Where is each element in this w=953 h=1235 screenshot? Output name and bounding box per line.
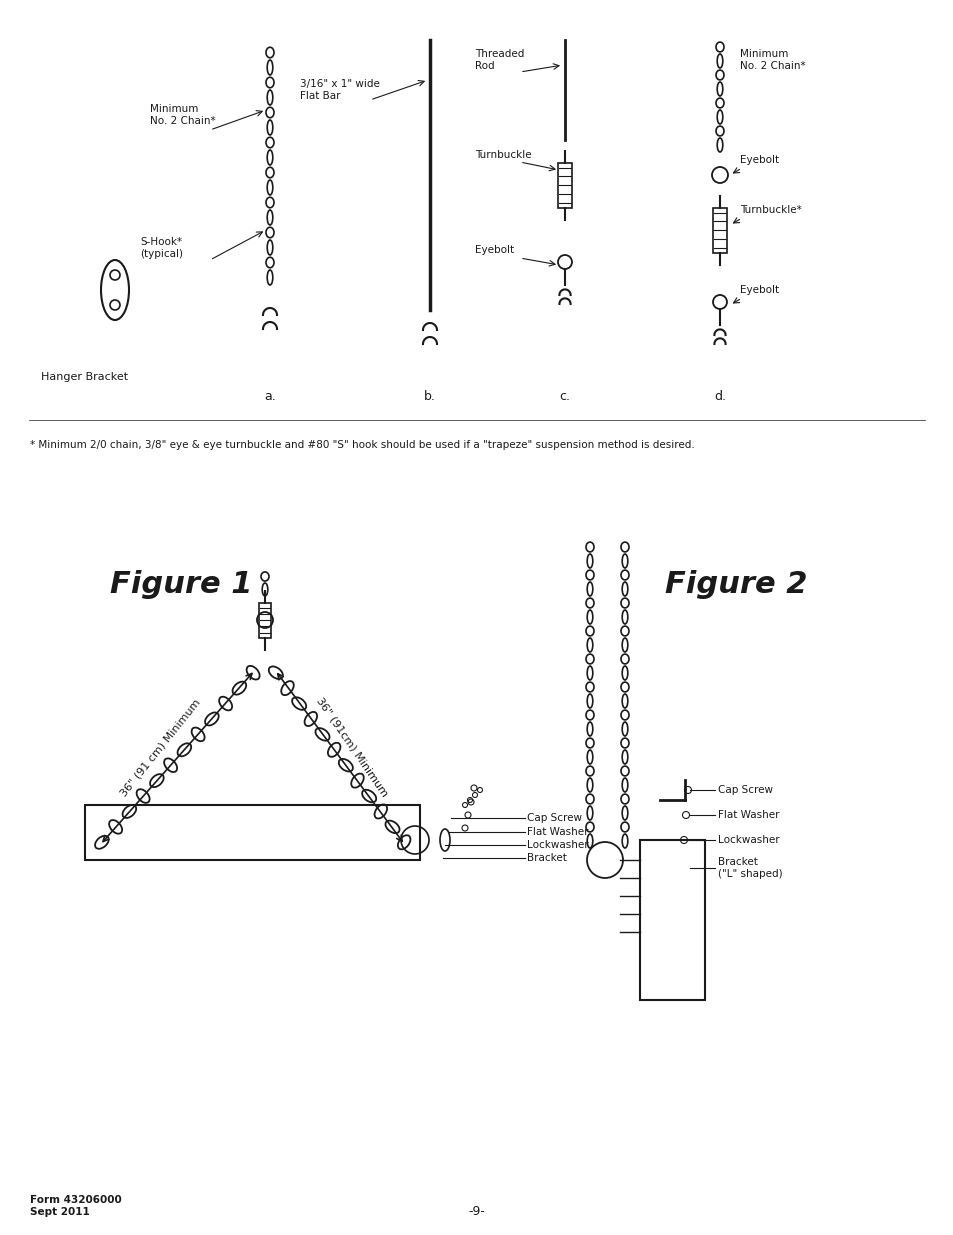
- Text: Lockwasher: Lockwasher: [526, 840, 588, 850]
- Text: Flat Washer: Flat Washer: [526, 827, 588, 837]
- Text: a.: a.: [264, 390, 275, 403]
- Text: c.: c.: [558, 390, 570, 403]
- Text: 36" (91cm) Minimum: 36" (91cm) Minimum: [314, 697, 390, 799]
- Text: Form 43206000
Sept 2011: Form 43206000 Sept 2011: [30, 1195, 122, 1216]
- Text: Threaded
Rod: Threaded Rod: [475, 49, 524, 70]
- Bar: [258, 603, 271, 637]
- Text: Cap Screw: Cap Screw: [526, 813, 581, 823]
- Text: Eyebolt: Eyebolt: [740, 156, 779, 165]
- Text: S-Hook*
(typical): S-Hook* (typical): [140, 237, 183, 259]
- Text: Bracket: Bracket: [526, 853, 566, 863]
- Bar: [639, 840, 704, 1000]
- Text: Bracket
("L" shaped): Bracket ("L" shaped): [718, 857, 781, 879]
- Text: Minimum
No. 2 Chain*: Minimum No. 2 Chain*: [740, 49, 804, 70]
- Bar: [558, 163, 572, 207]
- Text: -9-: -9-: [468, 1205, 485, 1218]
- Text: d.: d.: [713, 390, 725, 403]
- Bar: [712, 207, 726, 252]
- Text: Turnbuckle*: Turnbuckle*: [740, 205, 801, 215]
- Text: * Minimum 2/0 chain, 3/8" eye & eye turnbuckle and #80 "S" hook should be used i: * Minimum 2/0 chain, 3/8" eye & eye turn…: [30, 440, 694, 450]
- Text: Figure 2: Figure 2: [664, 571, 806, 599]
- Text: 36" (91 cm) Minimum: 36" (91 cm) Minimum: [118, 697, 202, 798]
- Text: 3/16" x 1" wide
Flat Bar: 3/16" x 1" wide Flat Bar: [299, 79, 379, 101]
- Text: Cap Screw: Cap Screw: [718, 785, 772, 795]
- Text: Eyebolt: Eyebolt: [475, 245, 514, 254]
- Text: Minimum
No. 2 Chain*: Minimum No. 2 Chain*: [150, 104, 215, 126]
- Text: Flat Washer: Flat Washer: [718, 810, 779, 820]
- Text: Turnbuckle: Turnbuckle: [475, 149, 531, 161]
- Text: Hanger Bracket: Hanger Bracket: [41, 372, 129, 382]
- Text: Lockwasher: Lockwasher: [718, 835, 779, 845]
- Text: Figure 1: Figure 1: [110, 571, 253, 599]
- Text: b.: b.: [424, 390, 436, 403]
- Bar: [85, 805, 419, 860]
- Text: Eyebolt: Eyebolt: [740, 285, 779, 295]
